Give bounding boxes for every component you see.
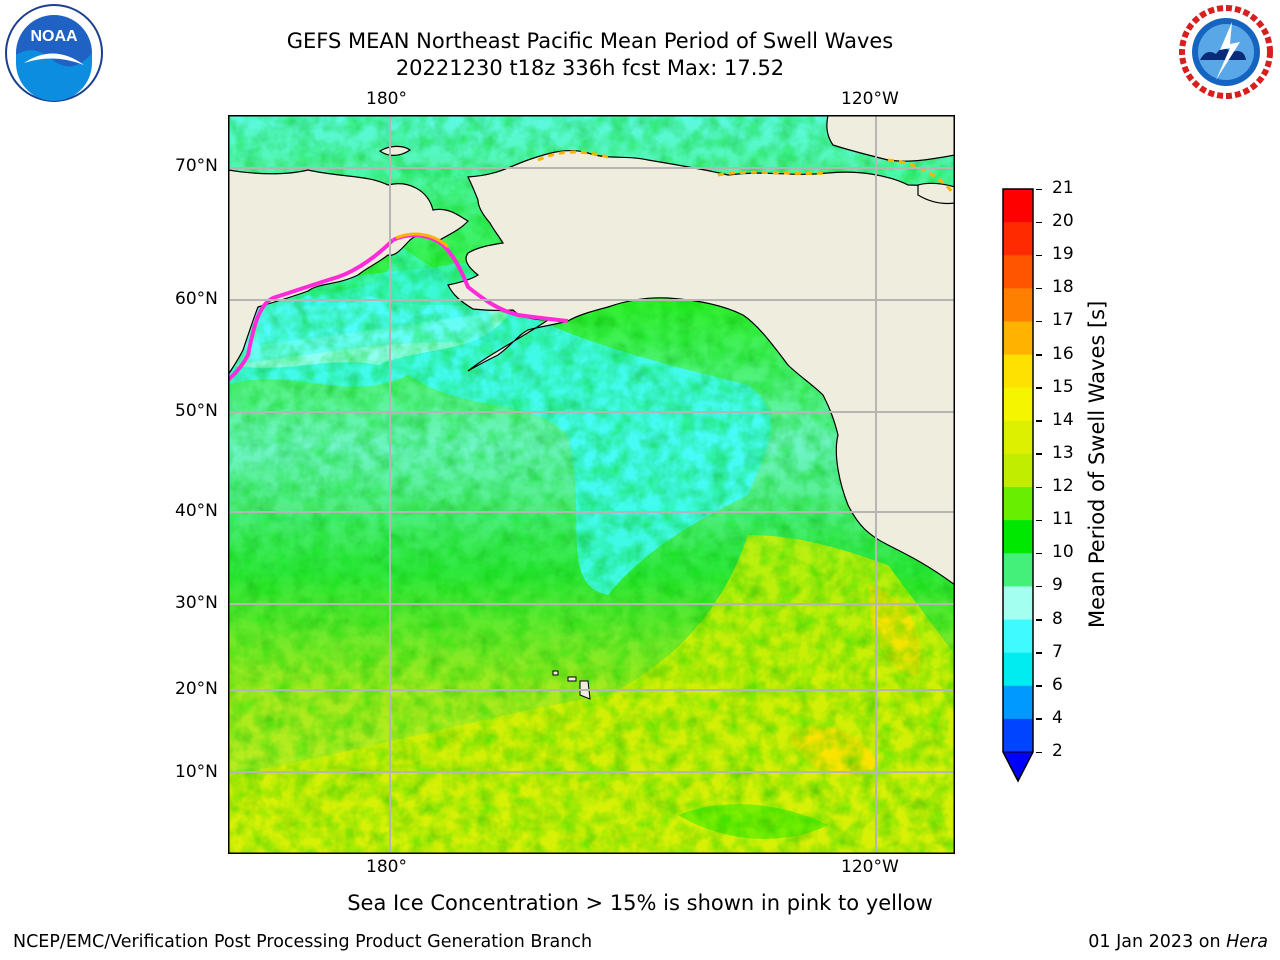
title-line-1: GEFS MEAN Northeast Pacific Mean Period … xyxy=(286,29,894,53)
colorbar-tick-label: 20 xyxy=(1052,211,1074,232)
footer-machine: Hera xyxy=(1226,932,1268,952)
lat-label-60n: 60°N xyxy=(175,289,218,309)
colorbar-segment xyxy=(1003,288,1033,322)
colorbar-under-triangle xyxy=(1002,751,1034,783)
colorbar-segment xyxy=(1003,619,1033,654)
colorbar-tick-label: 16 xyxy=(1052,343,1074,364)
colorbar-segment xyxy=(1003,354,1033,389)
colorbar-tick-mark xyxy=(1036,387,1042,389)
colorbar-tick-mark xyxy=(1036,751,1042,753)
footer-date-text: 01 Jan 2023 on xyxy=(1088,932,1227,952)
colorbar-tick-mark xyxy=(1036,254,1042,257)
colorbar-tick-mark xyxy=(1036,718,1042,720)
noaa-logo: NOAA xyxy=(5,4,103,102)
lon-label-bottom-180: 180° xyxy=(366,857,407,877)
footer-date: 01 Jan 2023 on Hera xyxy=(1088,932,1268,952)
colorbar-tick-label: 21 xyxy=(1052,178,1074,198)
graticule xyxy=(228,115,955,854)
colorbar-segment xyxy=(1003,453,1033,488)
colorbar-segment xyxy=(1003,487,1033,521)
colorbar-tick-mark xyxy=(1036,453,1042,455)
colorbar-segment xyxy=(1003,652,1033,687)
colorbar-label: Mean Period of Swell Waves [s] xyxy=(1085,300,1109,628)
colorbar-tick-mark xyxy=(1036,287,1042,290)
colorbar-tick-label: 7 xyxy=(1052,641,1063,662)
lat-label-40n: 40°N xyxy=(175,501,218,521)
colorbar-segment xyxy=(1003,255,1033,289)
colorbar-tick-label: 13 xyxy=(1052,442,1074,463)
title-line-2: 20221230 t18z 336h fcst Max: 17.52 xyxy=(395,56,785,80)
colorbar-tick-mark xyxy=(1036,552,1042,555)
colorbar-tick-mark xyxy=(1036,320,1042,323)
colorbar-tick-label: 12 xyxy=(1052,476,1074,497)
noaa-logo-text: NOAA xyxy=(30,28,78,45)
colorbar-tick-label: 6 xyxy=(1052,674,1063,695)
lon-label-top-180: 180° xyxy=(366,89,407,109)
colorbar-segment xyxy=(1003,387,1033,422)
lat-label-50n: 50°N xyxy=(175,401,218,421)
colorbar-tick-mark xyxy=(1036,221,1042,224)
colorbar-segment xyxy=(1003,718,1033,753)
colorbar-tick-label: 4 xyxy=(1052,707,1063,728)
colorbar-tick-label: 8 xyxy=(1052,608,1063,629)
colorbar-segment xyxy=(1003,189,1033,223)
lat-label-10n: 10°N xyxy=(175,762,218,782)
colorbar-tick-label: 19 xyxy=(1052,244,1074,265)
colorbar-tick-mark xyxy=(1036,652,1042,654)
colorbar-tick-mark xyxy=(1036,685,1042,687)
nws-logo xyxy=(1178,4,1274,100)
colorbar-segment xyxy=(1003,586,1033,621)
footer-branch: NCEP/EMC/Verification Post Processing Pr… xyxy=(13,932,593,952)
lon-label-bottom-120w: 120°W xyxy=(841,857,899,877)
colorbar-tick-label: 17 xyxy=(1052,310,1074,331)
lat-label-20n: 20°N xyxy=(175,679,218,699)
colorbar-tick-mark xyxy=(1036,585,1042,588)
map-panel xyxy=(228,115,955,854)
colorbar-segment xyxy=(1003,420,1033,455)
colorbar-segment xyxy=(1003,321,1033,356)
colorbar-tick-label: 9 xyxy=(1052,575,1063,596)
colorbar-tick-label: 10 xyxy=(1052,542,1074,563)
colorbar-tick-label: 18 xyxy=(1052,277,1074,298)
colorbar-tick-mark xyxy=(1036,519,1042,522)
colorbar-tick-label: 11 xyxy=(1052,509,1074,530)
colorbar xyxy=(1002,188,1034,783)
lon-label-top-120w: 120°W xyxy=(841,89,899,109)
lat-label-30n: 30°N xyxy=(175,593,218,613)
lat-label-70n: 70°N xyxy=(175,156,218,176)
colorbar-tick-label: 2 xyxy=(1052,741,1063,761)
colorbar-segment xyxy=(1003,520,1033,554)
colorbar-tick-mark xyxy=(1036,486,1042,489)
sea-ice-edge xyxy=(392,233,569,323)
colorbar-tick-label: 14 xyxy=(1052,409,1074,430)
colorbar-segment xyxy=(1003,553,1033,587)
sea-ice-note: Sea Ice Concentration > 15% is shown in … xyxy=(347,891,933,915)
colorbar-tick-mark xyxy=(1036,354,1042,356)
colorbar-tick-mark xyxy=(1036,188,1042,190)
colorbar-segment xyxy=(1003,222,1033,256)
colorbar-tick-mark xyxy=(1036,420,1042,422)
colorbar-tick-mark xyxy=(1036,619,1042,621)
colorbar-tick-label: 15 xyxy=(1052,376,1074,397)
colorbar-segment xyxy=(1003,685,1033,720)
